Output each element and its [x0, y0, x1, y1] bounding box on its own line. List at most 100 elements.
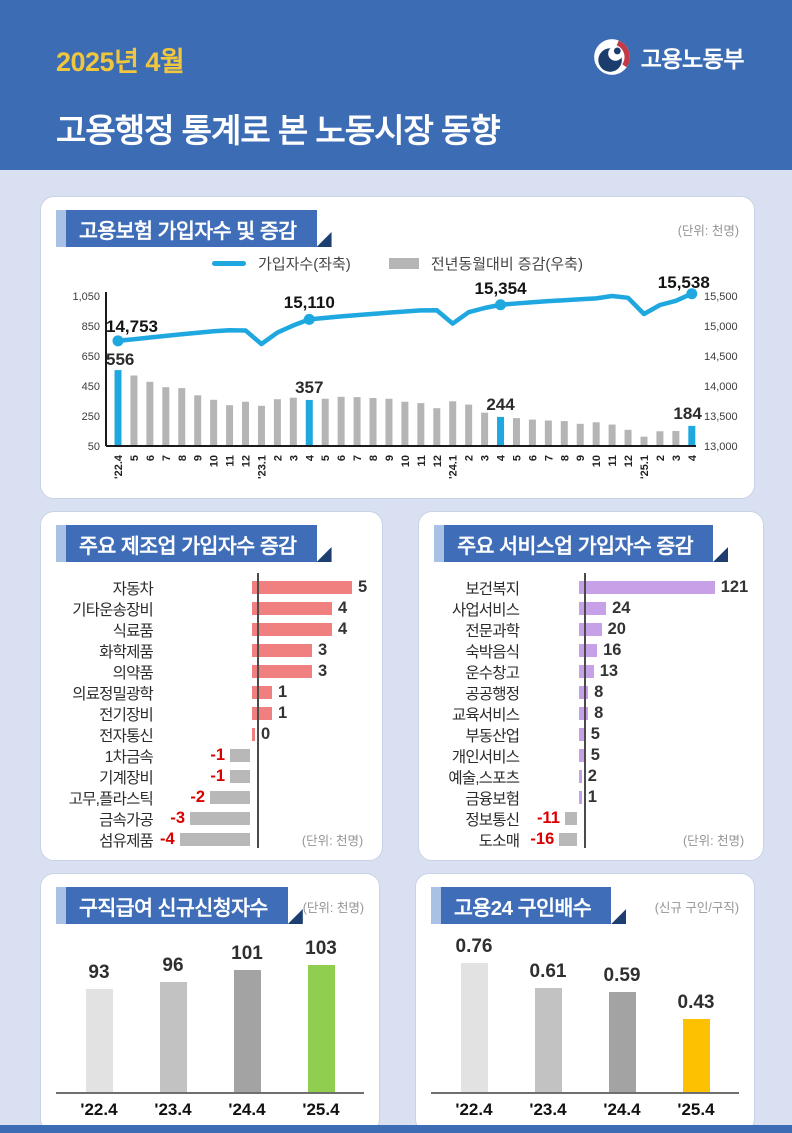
category-label: 전자통신	[99, 727, 154, 745]
yoy-bar	[305, 399, 313, 446]
negative-zone: -1	[160, 767, 250, 786]
x-tick-label: 7	[161, 455, 173, 461]
bar-value-label: 20	[607, 620, 626, 638]
yoy-bar	[417, 403, 425, 446]
page-header: 2025년 4월 고용노동부 고용행정 통계로 본 노동시장 동향	[0, 0, 792, 170]
yoy-bar	[481, 412, 489, 446]
chart-row: 사업서비스 24	[434, 598, 748, 619]
bar-positive	[579, 665, 594, 678]
bar-value-label: 3	[318, 662, 328, 680]
line-value-label: 15,110	[284, 293, 335, 312]
yoy-bar	[656, 431, 664, 446]
negative-zone: -11	[526, 809, 578, 828]
category-label: 기타운송장비	[72, 601, 154, 619]
category-label: 개인서비스	[451, 748, 520, 766]
benefit-chart: 93 96 101 103 '22.4 '23.4 '24.4 '25.4	[56, 932, 364, 1122]
yoy-bar	[321, 398, 329, 446]
bar-value-label: 1	[587, 788, 597, 806]
bar-value-label: 0	[261, 725, 271, 743]
panel-services-ribbon: 주요 서비스업 가입자수 증감	[434, 525, 729, 562]
bar-positive	[579, 686, 589, 699]
category-label: 예술,스포츠	[448, 769, 520, 787]
bar-column: 0.61	[518, 961, 578, 1092]
category-label: 금속가공	[99, 811, 154, 829]
x-tick-label: 5	[511, 455, 523, 461]
chart-row: 개인서비스 5	[434, 745, 748, 766]
negative-zone: -4	[160, 830, 250, 849]
bar-value-label: 5	[590, 725, 600, 743]
x-tick-label: 3	[671, 455, 683, 461]
panel-insurance-title: 고용보험 가입자수 및 증감	[79, 219, 297, 243]
bar-positive	[579, 707, 589, 720]
ribbon-stripe	[431, 887, 441, 924]
bar-value-label: 121	[720, 578, 749, 596]
bar-value-label: 5	[590, 746, 600, 764]
bar-value-label: 0.76	[455, 935, 493, 957]
x-tick-label: 12	[241, 455, 253, 467]
x-tick-label: 9	[193, 455, 205, 461]
bar-value-label: 556	[106, 350, 134, 369]
category-label: 고무,플라스틱	[68, 790, 154, 808]
panel-benefit-unit: (단위: 천명)	[302, 901, 364, 915]
x-tick-label: 12	[623, 455, 635, 467]
chart-row: 식료품 4	[56, 619, 367, 640]
negative-zone: -2	[160, 788, 250, 807]
ribbon-fold-icon	[287, 909, 303, 924]
x-tick-label: '22.4	[113, 454, 125, 479]
negative-zone: -16	[526, 830, 578, 849]
ribbon-fold-icon	[316, 547, 332, 562]
bar-column: 0.59	[592, 965, 652, 1092]
left-axis-tick: 850	[82, 321, 100, 333]
chart-row: 1차금속 -1	[56, 745, 367, 766]
bar-value-label: 184	[673, 404, 702, 423]
yoy-bar	[576, 423, 584, 446]
panel-insurance: 고용보험 가입자수 및 증감 (단위: 천명) 가입자수(좌축) 전년동월대비 …	[40, 196, 755, 499]
bar-value-label: 13	[599, 662, 619, 680]
bar-negative	[210, 791, 250, 804]
x-tick-label: '23.4	[154, 1100, 192, 1119]
bar-value-label: -3	[170, 809, 185, 827]
panel-benefit-head: 구직급여 신규신청자수 (단위: 천명)	[56, 887, 364, 924]
yoy-bar	[130, 375, 138, 446]
yoy-bar	[592, 422, 600, 446]
category-label: 1차금속	[104, 748, 154, 766]
bar-column: 93	[69, 962, 129, 1092]
positive-zone: 5	[577, 725, 748, 744]
line-marker	[686, 288, 698, 300]
chart-row: 전기장비 1	[56, 703, 367, 724]
chart-row: 부동산업 5	[434, 724, 748, 745]
bar-negative	[179, 833, 250, 846]
line-value-label: 15,354	[475, 279, 528, 298]
chart-row: 보건복지 121	[434, 577, 748, 598]
category-label: 정보통신	[465, 811, 520, 829]
bar-positive	[579, 749, 585, 762]
positive-zone: 24	[577, 599, 748, 618]
x-tick-label: 8	[177, 455, 189, 461]
legend-bar-swatch	[388, 258, 419, 269]
category-label: 금융보험	[465, 790, 520, 808]
bar-positive	[579, 770, 582, 783]
yoy-bar	[640, 436, 648, 446]
chart-row: 교육서비스 8	[434, 703, 748, 724]
x-tick-label: '25.4	[302, 1100, 340, 1119]
category-axis-line	[584, 573, 587, 848]
services-chart: 보건복지 121 사업서비스 24 전문과학 20 숙박음식 16 운수창고 13 공공행정 8 교육서…	[434, 573, 748, 850]
line-value-label: 15,538	[658, 276, 710, 292]
chart-row: 의약품 3	[56, 661, 367, 682]
bar-positive	[252, 665, 312, 678]
category-label: 자동차	[112, 580, 154, 598]
panel-insurance-head: 고용보험 가입자수 및 증감 (단위: 천명)	[56, 210, 739, 247]
x-tick-label: 4	[687, 454, 699, 461]
bar-negative	[230, 770, 250, 783]
bar-plot: 0.76 0.61 0.59 0.43	[431, 932, 739, 1094]
x-tick-label: 4	[496, 454, 508, 461]
chart-row: 화학제품 3	[56, 640, 367, 661]
bar-positive	[579, 623, 602, 636]
bar-column: 96	[143, 955, 203, 1092]
bar-value-label: 1	[278, 704, 288, 722]
category-label: 의약품	[112, 664, 154, 682]
yoy-bar	[369, 398, 377, 446]
bar-value-label: 244	[486, 395, 515, 414]
category-label: 전문과학	[465, 622, 520, 640]
positive-zone: 8	[577, 704, 748, 723]
